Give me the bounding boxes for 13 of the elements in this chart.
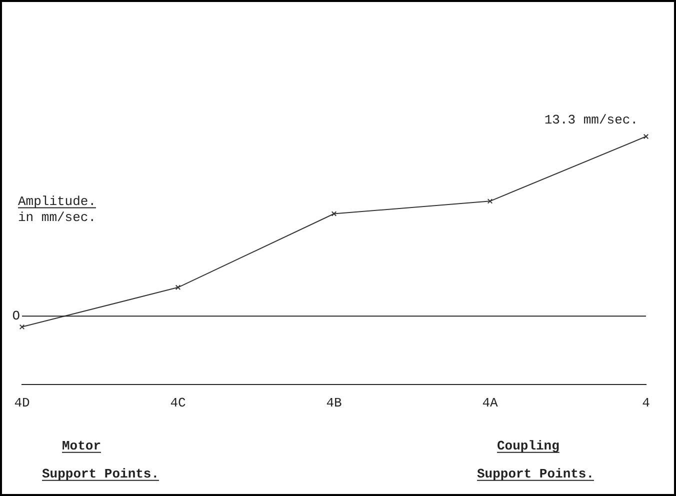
x-tick-label: 4 <box>642 396 650 411</box>
point <box>331 211 337 216</box>
y-axis-title: Amplitude. in mm/sec. <box>18 194 96 225</box>
point <box>175 284 181 290</box>
text: Coupling Support Points. <box>477 438 594 482</box>
text: Motor Support Points. <box>42 438 160 482</box>
x-tick-label: 4B <box>326 396 342 411</box>
x-tick-label: 4D <box>14 396 30 411</box>
x-tick-label: 4A <box>482 396 498 411</box>
text: O <box>12 308 20 324</box>
x-tick-label: 4C <box>170 396 186 411</box>
annotation: 13.3 mm/sec. <box>544 112 638 128</box>
point <box>487 198 493 204</box>
